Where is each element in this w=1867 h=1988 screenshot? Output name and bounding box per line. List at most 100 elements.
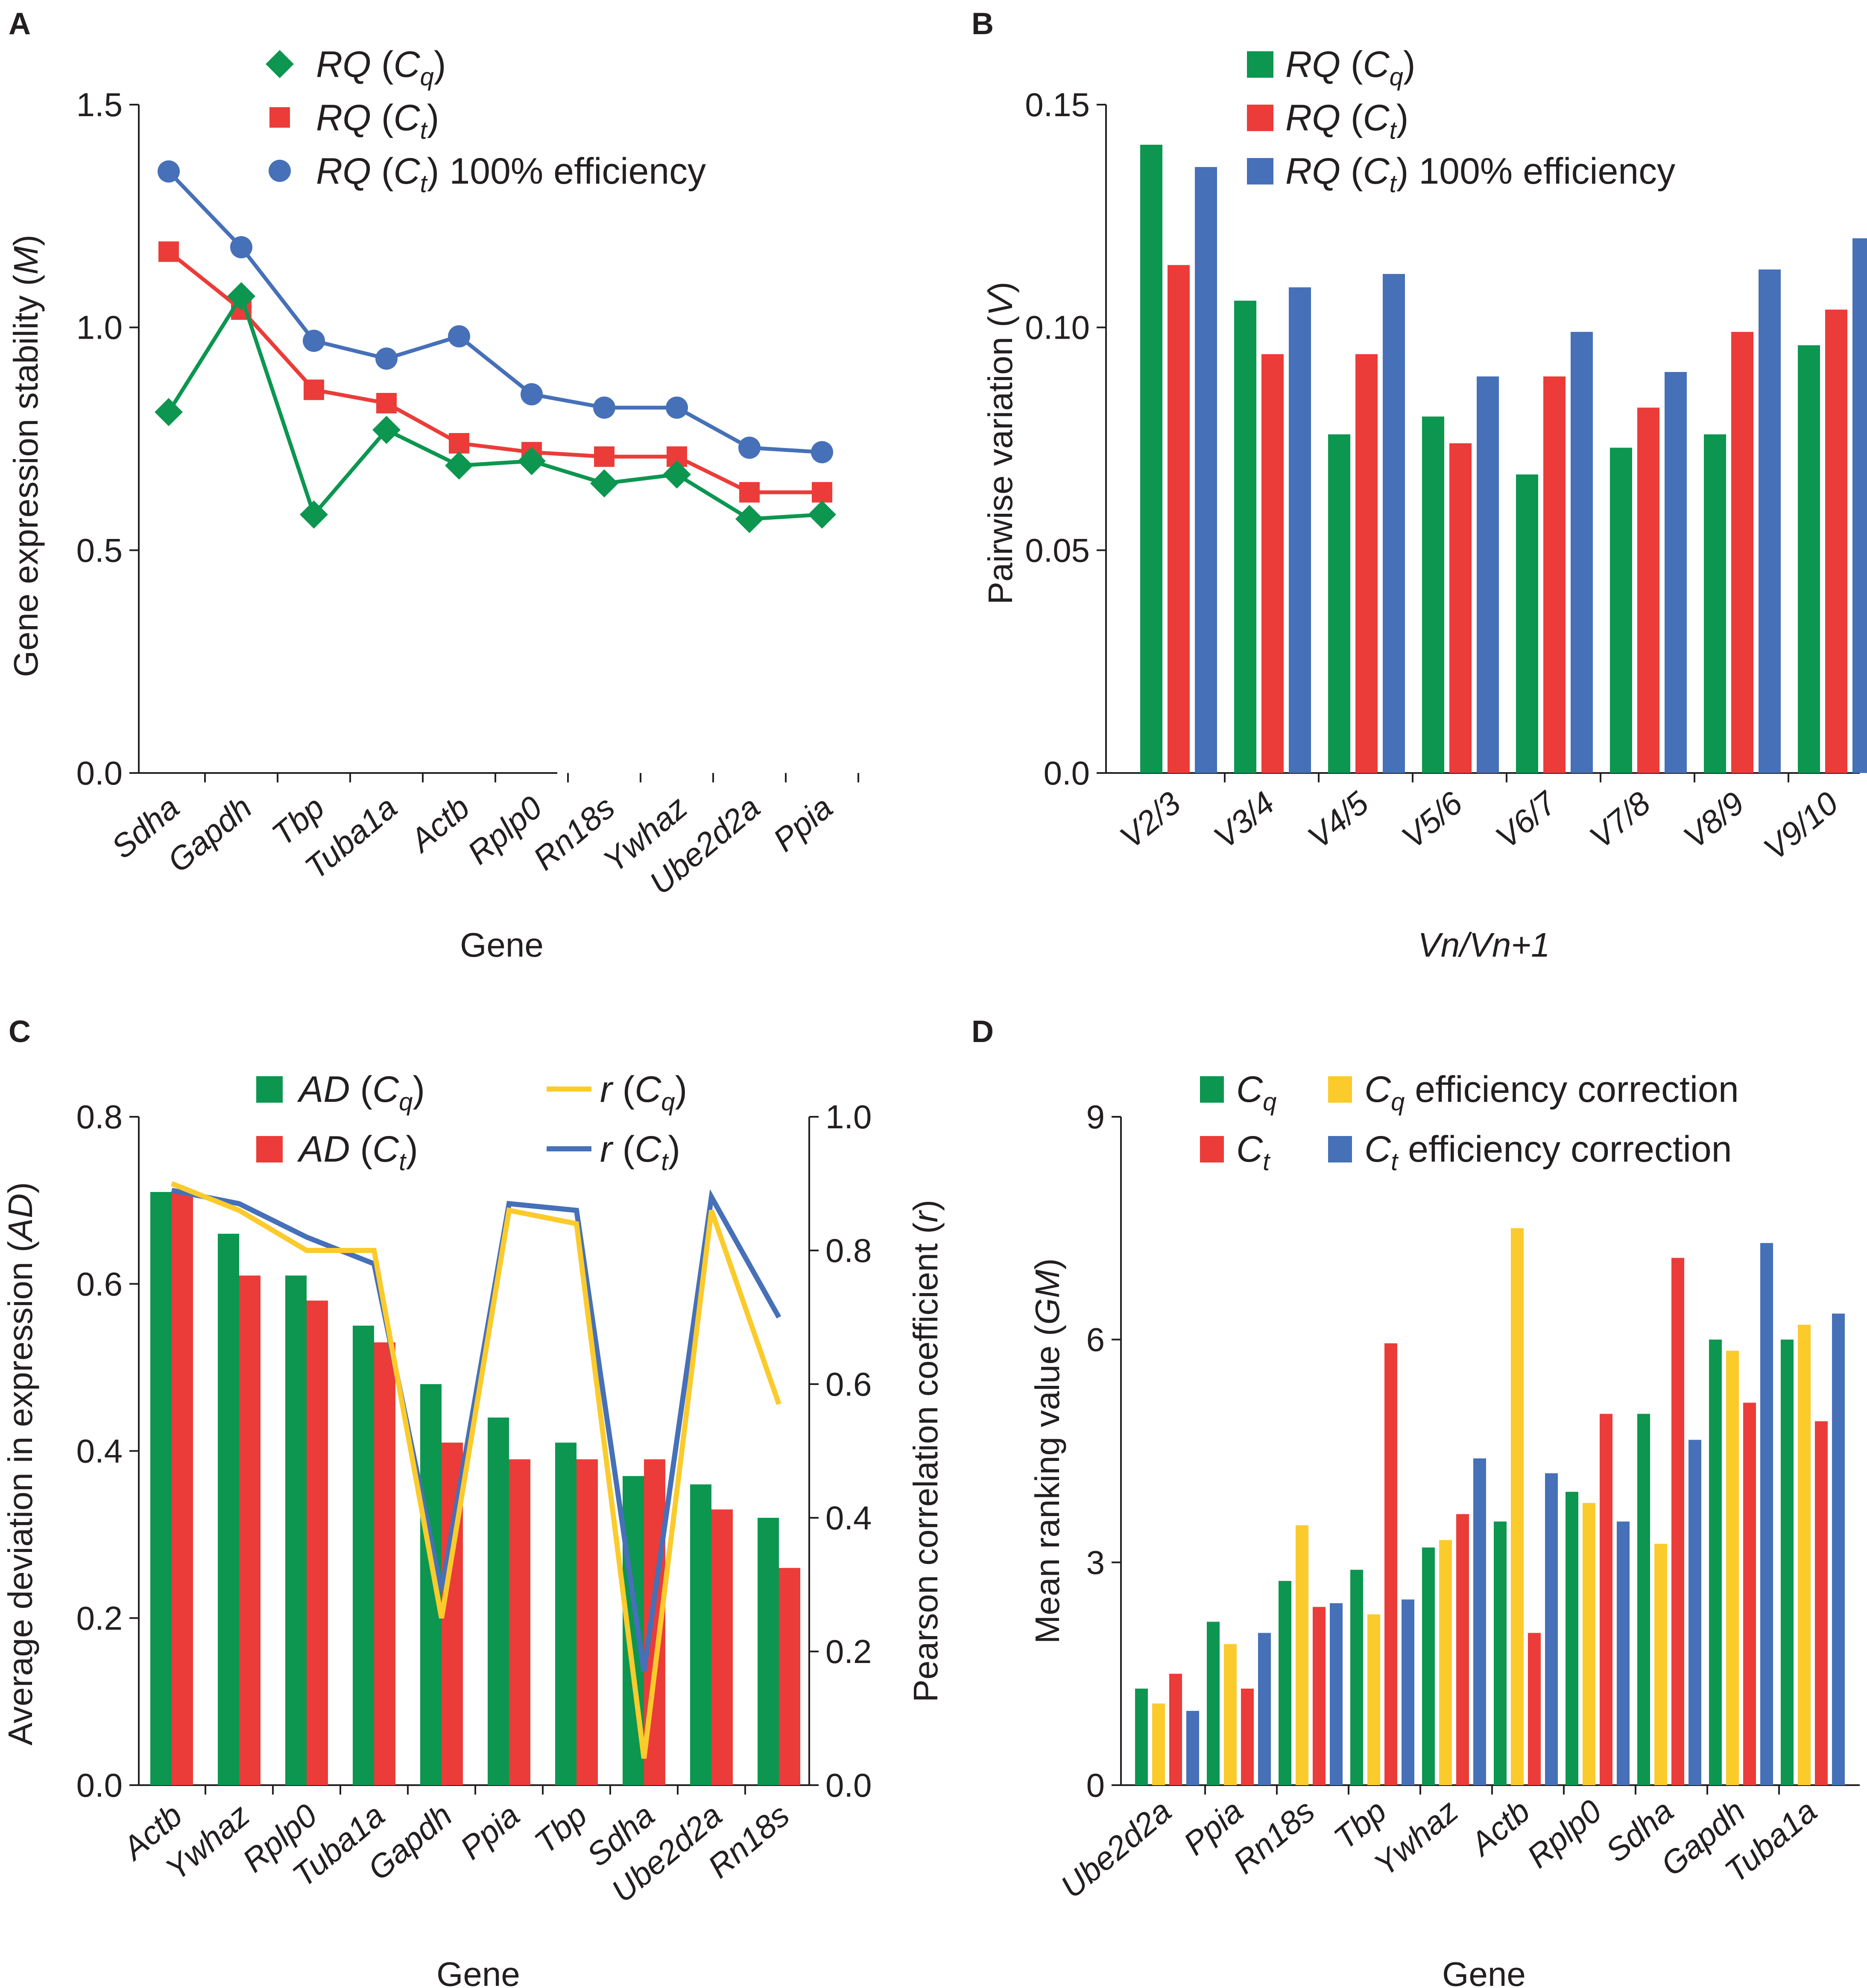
legend-open-paren: ( <box>371 44 394 85</box>
point-rq-ct-100-efficiency-rplp0 <box>521 383 543 406</box>
axis-title-close: ) <box>981 282 1019 293</box>
legend-swatch-rq-ct-100-efficiency <box>269 160 291 182</box>
legend-subscript: t <box>1390 117 1398 144</box>
bar-ct-efficiency-correction-ppia <box>1258 1633 1271 1785</box>
y-tick-label: 0 <box>1086 1766 1105 1804</box>
x-tick-label-v6-7: V6/7 <box>1489 784 1564 855</box>
bar-cq-efficiency-correction-gapdh <box>1726 1350 1739 1785</box>
legend-close-paren: ) <box>427 97 439 138</box>
legend-subscript: t <box>420 170 428 198</box>
legend-prefix: AD <box>297 1069 350 1110</box>
bar-ad-ct-ube2d2a <box>711 1509 733 1785</box>
legend-label: Ct efficiency correction <box>1364 1129 1732 1176</box>
y-tick-label: 0.0 <box>76 1766 123 1804</box>
legend-open-paren: ( <box>1340 151 1363 192</box>
point-rq-ct-100-efficiency-ywhaz <box>666 396 688 419</box>
panel-label: D <box>972 1015 994 1049</box>
axis-title-text: Average deviation in expression ( <box>1 1241 39 1745</box>
bar-cq-efficiency-correction-rn18s <box>1296 1525 1308 1785</box>
legend-subscript: q <box>1263 1088 1276 1116</box>
axis-title-close: ) <box>907 1200 945 1211</box>
bar-cq-efficiency-correction-actb <box>1511 1228 1524 1785</box>
legend-swatch-rq-ct-100-efficiency <box>1247 158 1273 184</box>
legend-label: r (Cq) <box>600 1069 687 1116</box>
series-line-rq-cq <box>167 294 822 521</box>
bar-rq-ct-100-efficiency-v6-7 <box>1571 332 1593 773</box>
legend-label: Cq <box>1236 1069 1276 1116</box>
bar-cq-efficiency-correction-ywhaz <box>1439 1540 1452 1785</box>
y-tick-label: 3 <box>1086 1543 1105 1581</box>
legend-subscript: q <box>420 63 434 91</box>
bar-rq-ct-v2-3 <box>1168 265 1190 773</box>
legend-close-paren: ) <box>434 44 446 85</box>
legend-prefix: RQ <box>316 97 371 138</box>
point-rq-cq-actb <box>445 451 473 480</box>
legend-label: Cq efficiency correction <box>1364 1069 1739 1116</box>
legend-swatch-rq-cq <box>1247 51 1273 78</box>
x-tick-label-gapdh: Gapdh <box>161 789 258 880</box>
point-rq-ct-tbp <box>304 379 324 400</box>
legend-variable: C <box>394 44 421 85</box>
legend-swatch-cq <box>1200 1076 1224 1103</box>
bar-ct-ppia <box>1241 1688 1254 1785</box>
bar-cq-efficiency-correction-rplp0 <box>1583 1503 1595 1785</box>
legend-prefix: r <box>600 1069 614 1110</box>
right-y-tick-label: 0.6 <box>825 1365 872 1403</box>
right-y-tick-label: 0.2 <box>825 1633 872 1670</box>
bar-rq-ct-v5-6 <box>1449 443 1472 773</box>
x-axis-title: Gene <box>436 1955 520 1988</box>
bar-rq-ct-100-efficiency-v9-10 <box>1852 238 1867 773</box>
bar-ct-efficiency-correction-actb <box>1545 1473 1558 1785</box>
legend-subscript: q <box>1390 63 1403 91</box>
legend-close-paren: ) <box>413 1069 425 1110</box>
legend-subscript: q <box>661 1088 675 1116</box>
legend-swatch-ad-cq <box>256 1076 283 1103</box>
legend-variable: C <box>394 97 421 138</box>
bar-ct-gapdh <box>1743 1402 1756 1785</box>
bar-rq-cq-v5-6 <box>1422 416 1444 773</box>
x-tick-label-ywhaz: Ywhaz <box>1367 1793 1465 1883</box>
y-tick-label: 0.6 <box>76 1265 123 1303</box>
legend-label: AD (Cq) <box>297 1069 425 1116</box>
x-axis-title: Vn/Vn+1 <box>1418 926 1550 964</box>
bar-rq-ct-v7-8 <box>1637 407 1659 773</box>
legend-subscript: t <box>1390 170 1398 198</box>
legend-close-paren: ) <box>1396 151 1409 192</box>
legend-label: RQ (Cq) <box>316 44 446 91</box>
bar-ad-cq-tbp <box>555 1442 576 1785</box>
y-tick-label: 0.2 <box>76 1599 123 1637</box>
legend-prefix: RQ <box>1285 44 1340 85</box>
bar-cq-ppia <box>1207 1622 1220 1785</box>
axis-title-text: Mean ranking value ( <box>1028 1324 1066 1643</box>
legend-subscript: t <box>1263 1148 1271 1176</box>
x-tick-label-v2-3: V2/3 <box>1113 785 1188 856</box>
axis-title-variable: GM <box>1028 1269 1066 1324</box>
bar-cq-ywhaz <box>1422 1547 1435 1785</box>
axis-title-variable: V <box>981 290 1019 316</box>
legend-label: RQ (Ct) 100% efficiency <box>316 151 706 198</box>
point-rq-ct-100-efficiency-rn18s <box>593 396 615 419</box>
bar-ct-tuba1a <box>1815 1421 1828 1785</box>
legend-subscript: t <box>399 1148 407 1176</box>
bar-rq-ct-v4-5 <box>1355 354 1378 773</box>
legend-close-paren: ) <box>1403 44 1416 85</box>
right-y-tick-label: 0.8 <box>825 1232 872 1269</box>
legend-variable: C <box>372 1129 399 1170</box>
legend-prefix: r <box>600 1129 614 1170</box>
bar-ad-cq-ppia <box>488 1417 509 1785</box>
bar-ad-cq-tuba1a <box>353 1326 374 1785</box>
x-axis-title: Gene <box>460 926 544 964</box>
legend-close-paren: ) <box>675 1069 688 1110</box>
y-tick-label: 0.4 <box>76 1432 123 1470</box>
bar-ad-ct-tbp <box>576 1459 598 1785</box>
legend-subscript: q <box>399 1088 413 1116</box>
bar-ct-ube2d2a <box>1169 1674 1182 1785</box>
legend-swatch-rq-ct <box>1247 105 1273 131</box>
y-tick-label: 0.0 <box>76 754 123 792</box>
bar-cq-gapdh <box>1709 1339 1722 1785</box>
x-tick-label-rn18s: Rn18s <box>1226 1793 1322 1881</box>
bar-cq-efficiency-correction-tbp <box>1367 1614 1380 1785</box>
bar-ct-actb <box>1528 1633 1541 1785</box>
bar-ct-efficiency-correction-ube2d2a <box>1186 1711 1199 1785</box>
